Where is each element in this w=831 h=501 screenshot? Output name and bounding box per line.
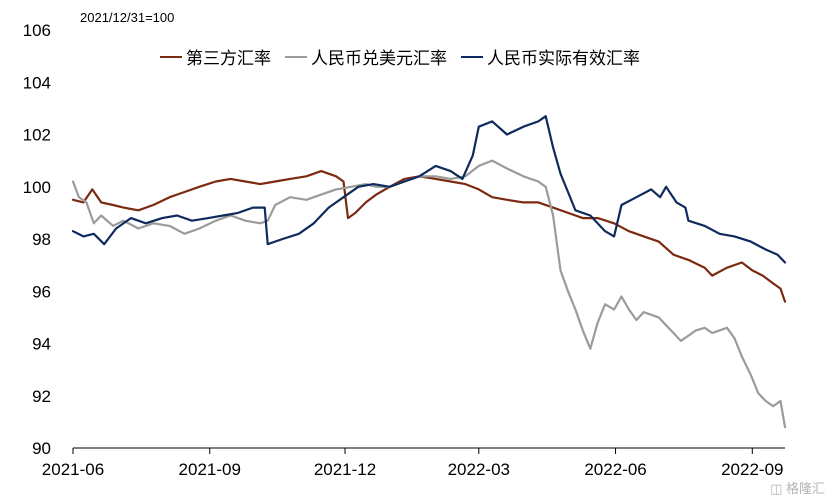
x-axis: 2021-06 2021-09 2021-12 2022-03 2022-06 2022-… bbox=[42, 447, 785, 479]
y-tick-label: 98 bbox=[32, 230, 51, 249]
legend-swatch bbox=[160, 55, 182, 58]
y-tick-label: 106 bbox=[23, 21, 51, 40]
legend-item: 第三方汇率 bbox=[160, 44, 271, 69]
y-axis: 90 92 94 96 98 100 102 104 106 bbox=[23, 21, 51, 458]
watermark-text: 格隆汇 bbox=[785, 481, 825, 496]
series-line-3 bbox=[71, 115, 787, 264]
legend-swatch bbox=[461, 55, 483, 58]
legend-label: 人民币兑美元汇率 bbox=[311, 49, 447, 68]
series-line-2 bbox=[71, 159, 787, 429]
y-tick-label: 102 bbox=[23, 126, 51, 145]
x-tick-label: 2022-03 bbox=[448, 460, 510, 479]
x-tick-label: 2022-09 bbox=[721, 460, 783, 479]
x-tick-label: 2021-09 bbox=[179, 460, 241, 479]
series-layer bbox=[71, 115, 787, 429]
legend-item: 人民币兑美元汇率 bbox=[285, 44, 447, 69]
y-tick-label: 92 bbox=[32, 387, 51, 406]
watermark-logo-icon: ◫ bbox=[770, 481, 783, 496]
y-tick-label: 94 bbox=[32, 335, 51, 354]
legend-label: 人民币实际有效汇率 bbox=[487, 49, 640, 68]
x-tick-label: 2022-06 bbox=[584, 460, 646, 479]
watermark: ◫ 格隆汇 bbox=[770, 478, 825, 497]
y-tick-label: 90 bbox=[32, 439, 51, 458]
series-line-1 bbox=[71, 170, 787, 303]
x-tick-label: 2021-06 bbox=[42, 460, 104, 479]
legend-label: 第三方汇率 bbox=[186, 49, 271, 68]
index-base-note: 2021/12/31=100 bbox=[80, 10, 175, 25]
x-tick-label: 2021-12 bbox=[314, 460, 376, 479]
y-tick-label: 104 bbox=[23, 73, 51, 92]
legend-item: 人民币实际有效汇率 bbox=[461, 44, 640, 69]
legend: 第三方汇率 人民币兑美元汇率 人民币实际有效汇率 bbox=[160, 44, 640, 69]
legend-swatch bbox=[285, 55, 307, 58]
y-tick-label: 96 bbox=[32, 282, 51, 301]
y-tick-label: 100 bbox=[23, 178, 51, 197]
